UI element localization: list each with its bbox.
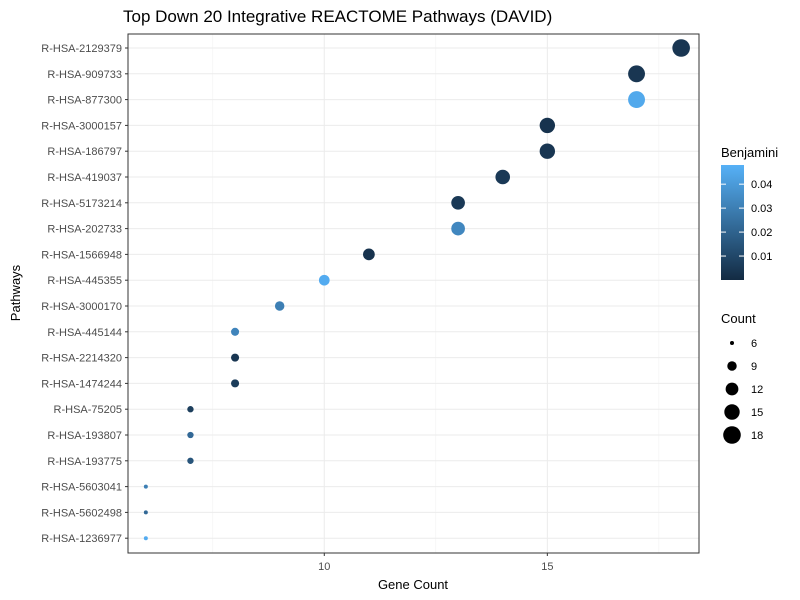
size-legend-label: 15 bbox=[751, 407, 763, 419]
y-axis-title: Pathways bbox=[8, 264, 23, 321]
y-tick-label: R-HSA-1474244 bbox=[41, 378, 122, 390]
y-tick-label: R-HSA-909733 bbox=[47, 69, 122, 81]
size-legend-label: 9 bbox=[751, 361, 757, 373]
size-legend-title: Count bbox=[721, 311, 756, 326]
size-legend-label: 6 bbox=[751, 338, 757, 350]
data-point bbox=[539, 143, 556, 159]
x-axis-ticks: 10 15 bbox=[318, 553, 553, 573]
x-axis-title: Gene Count bbox=[378, 577, 448, 592]
y-tick-label: R-HSA-75205 bbox=[54, 404, 122, 416]
data-point bbox=[187, 431, 194, 439]
size-legend-key bbox=[724, 404, 740, 420]
x-tick-label: 10 bbox=[318, 561, 330, 573]
size-legend-label: 18 bbox=[751, 430, 763, 442]
y-tick-label: R-HSA-3000157 bbox=[41, 120, 122, 132]
size-legend: Count 6 9 12 15 18 bbox=[721, 311, 763, 444]
y-tick-label: R-HSA-2129379 bbox=[41, 43, 122, 55]
data-point bbox=[187, 457, 194, 464]
plot-border bbox=[127, 33, 700, 554]
data-point bbox=[628, 91, 645, 109]
data-point bbox=[628, 65, 645, 83]
data-point bbox=[318, 274, 330, 286]
size-legend-items: 6 9 12 15 18 bbox=[723, 338, 763, 444]
size-legend-key bbox=[723, 426, 741, 444]
color-legend-label: 0.04 bbox=[751, 179, 772, 191]
y-tick-label: R-HSA-3000170 bbox=[41, 301, 122, 313]
x-tick-label: 15 bbox=[541, 561, 553, 573]
data-point bbox=[143, 510, 148, 515]
size-legend-key bbox=[730, 341, 734, 345]
data-point bbox=[143, 484, 148, 489]
size-legend-label: 12 bbox=[751, 384, 763, 396]
y-tick-label: R-HSA-5173214 bbox=[41, 198, 122, 210]
color-legend-label: 0.02 bbox=[751, 227, 772, 239]
grid-lines bbox=[128, 34, 699, 553]
y-tick-label: R-HSA-1236977 bbox=[41, 533, 122, 545]
y-tick-label: R-HSA-445355 bbox=[47, 275, 122, 287]
data-point bbox=[274, 301, 285, 311]
data-point bbox=[451, 195, 465, 210]
data-points bbox=[143, 39, 690, 541]
size-legend-key bbox=[727, 361, 737, 371]
data-point bbox=[231, 353, 240, 362]
y-tick-label: R-HSA-186797 bbox=[47, 146, 122, 158]
y-tick-label: R-HSA-202733 bbox=[47, 224, 122, 236]
y-tick-label: R-HSA-5603041 bbox=[41, 482, 122, 494]
color-legend-title: Benjamini bbox=[721, 145, 778, 160]
plot-panel bbox=[128, 34, 699, 553]
color-legend-ticks: 0.01 0.02 0.03 0.04 bbox=[721, 179, 772, 263]
color-legend-label: 0.01 bbox=[751, 251, 772, 263]
y-tick-label: R-HSA-419037 bbox=[47, 172, 122, 184]
y-tick-label: R-HSA-877300 bbox=[47, 95, 122, 107]
color-legend-label: 0.03 bbox=[751, 203, 772, 215]
data-point bbox=[495, 169, 510, 185]
color-legend: Benjamini 0.01 0.02 0.03 0.04 bbox=[721, 145, 778, 280]
data-point bbox=[672, 39, 690, 57]
data-point bbox=[143, 536, 148, 541]
y-tick-label: R-HSA-5602498 bbox=[41, 507, 122, 519]
data-point bbox=[451, 221, 465, 236]
y-tick-label: R-HSA-2214320 bbox=[41, 353, 122, 365]
data-point bbox=[187, 406, 194, 413]
color-legend-bar bbox=[721, 165, 744, 280]
size-legend-key bbox=[725, 382, 739, 396]
y-tick-label: R-HSA-1566948 bbox=[41, 249, 122, 261]
y-tick-label: R-HSA-193807 bbox=[47, 430, 122, 442]
y-tick-label: R-HSA-445144 bbox=[47, 327, 122, 339]
data-point bbox=[231, 327, 240, 336]
data-point bbox=[539, 117, 556, 134]
data-point bbox=[363, 248, 375, 261]
y-tick-label: R-HSA-193775 bbox=[47, 456, 122, 468]
chart-title: Top Down 20 Integrative REACTOME Pathway… bbox=[123, 7, 552, 26]
data-point bbox=[231, 379, 240, 388]
y-axis-ticks: R-HSA-2129379 R-HSA-909733 R-HSA-877300 R-H… bbox=[41, 43, 128, 545]
